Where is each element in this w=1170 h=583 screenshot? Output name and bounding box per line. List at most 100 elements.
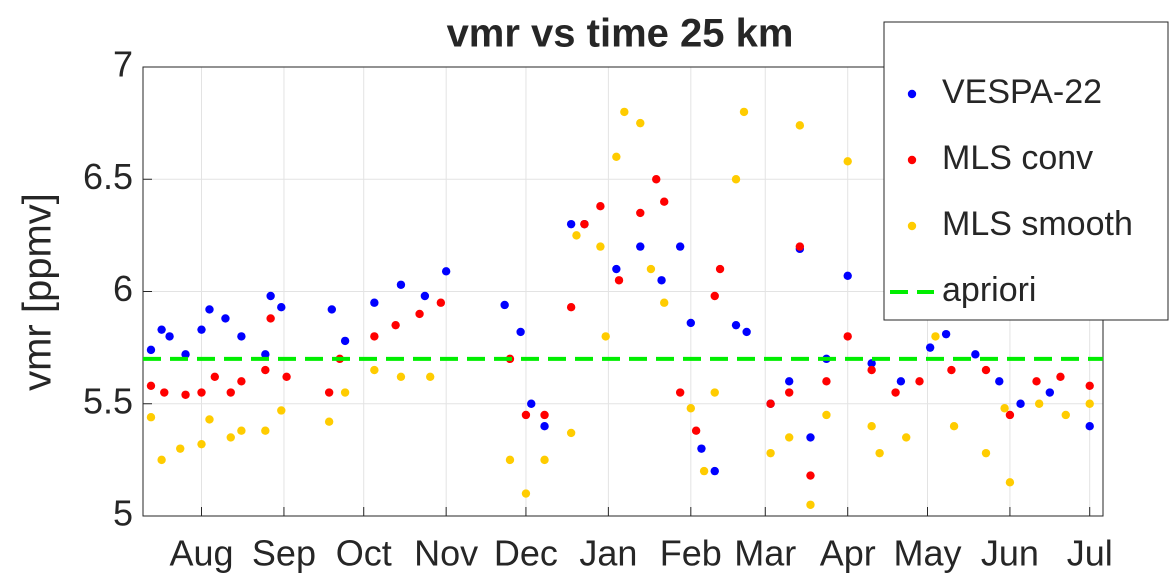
data-point bbox=[391, 320, 400, 330]
data-point bbox=[686, 404, 696, 413]
data-point bbox=[277, 303, 286, 312]
data-point bbox=[572, 231, 581, 240]
data-point bbox=[843, 332, 852, 341]
data-point bbox=[947, 365, 956, 375]
data-point bbox=[675, 388, 685, 397]
data-point bbox=[686, 318, 696, 328]
data-point bbox=[566, 428, 576, 438]
data-point bbox=[516, 327, 525, 337]
data-point bbox=[266, 314, 275, 323]
data-point bbox=[540, 410, 549, 420]
data-point bbox=[1034, 399, 1044, 408]
data-point bbox=[646, 264, 656, 274]
data-point bbox=[226, 388, 235, 397]
data-point bbox=[282, 372, 291, 382]
data-point bbox=[540, 455, 549, 465]
data-point bbox=[566, 219, 576, 229]
data-point bbox=[995, 377, 1004, 386]
data-point bbox=[420, 291, 430, 301]
data-point bbox=[806, 500, 815, 509]
data-point bbox=[237, 377, 246, 386]
data-point bbox=[710, 291, 719, 301]
data-point bbox=[843, 157, 852, 166]
y-tick-label: 7 bbox=[113, 44, 133, 85]
data-point bbox=[731, 175, 741, 184]
x-tick-label: Feb bbox=[660, 533, 722, 574]
x-tick-label: Apr bbox=[820, 533, 876, 574]
data-point bbox=[1005, 478, 1015, 487]
data-point bbox=[614, 276, 624, 285]
data-point bbox=[146, 345, 156, 355]
y-tick-label: 6 bbox=[113, 268, 133, 309]
data-point bbox=[795, 121, 805, 130]
data-point bbox=[795, 242, 805, 251]
data-point bbox=[1085, 422, 1094, 431]
data-point bbox=[822, 410, 831, 420]
data-point bbox=[822, 377, 831, 386]
data-point bbox=[157, 325, 166, 334]
data-point bbox=[636, 208, 645, 218]
x-tick-label: Dec bbox=[494, 533, 558, 574]
data-point bbox=[636, 242, 645, 251]
y-tick-label: 5.5 bbox=[83, 380, 133, 421]
data-point bbox=[205, 415, 214, 424]
data-point bbox=[146, 381, 156, 390]
data-point bbox=[176, 444, 185, 453]
data-point bbox=[715, 264, 725, 274]
data-point bbox=[221, 314, 230, 323]
data-point bbox=[1085, 399, 1094, 408]
data-point bbox=[867, 359, 876, 368]
data-point bbox=[197, 388, 206, 397]
data-point bbox=[396, 372, 406, 382]
data-point bbox=[181, 390, 190, 399]
data-point bbox=[237, 426, 246, 435]
data-point bbox=[660, 197, 669, 206]
x-tick-label: May bbox=[893, 533, 961, 574]
data-point bbox=[1000, 404, 1009, 413]
data-point bbox=[505, 455, 515, 465]
data-point bbox=[527, 399, 536, 408]
data-point bbox=[785, 377, 794, 386]
data-point bbox=[949, 422, 959, 431]
data-point bbox=[971, 350, 980, 359]
x-tick-label: Jun bbox=[981, 533, 1039, 574]
data-point bbox=[426, 372, 435, 382]
x-tick-label: Jan bbox=[579, 533, 637, 574]
data-point bbox=[601, 332, 610, 341]
data-point bbox=[785, 388, 794, 397]
data-point bbox=[521, 489, 531, 498]
x-tick-label: Aug bbox=[169, 533, 233, 574]
data-point bbox=[739, 107, 749, 117]
data-point bbox=[925, 343, 935, 352]
data-point bbox=[540, 422, 549, 431]
data-point bbox=[566, 303, 576, 312]
data-point bbox=[612, 152, 621, 161]
x-tick-label: Nov bbox=[414, 533, 478, 574]
legend-label: MLS conv bbox=[942, 139, 1093, 177]
data-point bbox=[1005, 410, 1015, 420]
y-axis-label: vmr [ppmv] bbox=[16, 193, 60, 391]
data-point bbox=[340, 388, 350, 397]
data-point bbox=[902, 433, 911, 442]
data-point bbox=[766, 448, 775, 458]
data-point bbox=[710, 466, 719, 476]
data-point bbox=[237, 332, 246, 341]
data-point bbox=[181, 350, 190, 359]
data-point bbox=[981, 365, 991, 375]
data-point bbox=[731, 320, 741, 330]
x-tick-label: Mar bbox=[734, 533, 796, 574]
data-point bbox=[370, 365, 379, 375]
data-point bbox=[766, 399, 775, 408]
data-point bbox=[261, 350, 270, 359]
data-point bbox=[742, 327, 751, 337]
data-point bbox=[261, 365, 270, 375]
data-point bbox=[580, 219, 589, 229]
data-point bbox=[915, 377, 924, 386]
data-point bbox=[327, 305, 337, 314]
data-point bbox=[165, 332, 174, 341]
data-point bbox=[324, 417, 334, 426]
data-point bbox=[1045, 388, 1055, 397]
data-point bbox=[157, 455, 166, 465]
data-point bbox=[441, 267, 451, 276]
data-point bbox=[867, 365, 876, 375]
